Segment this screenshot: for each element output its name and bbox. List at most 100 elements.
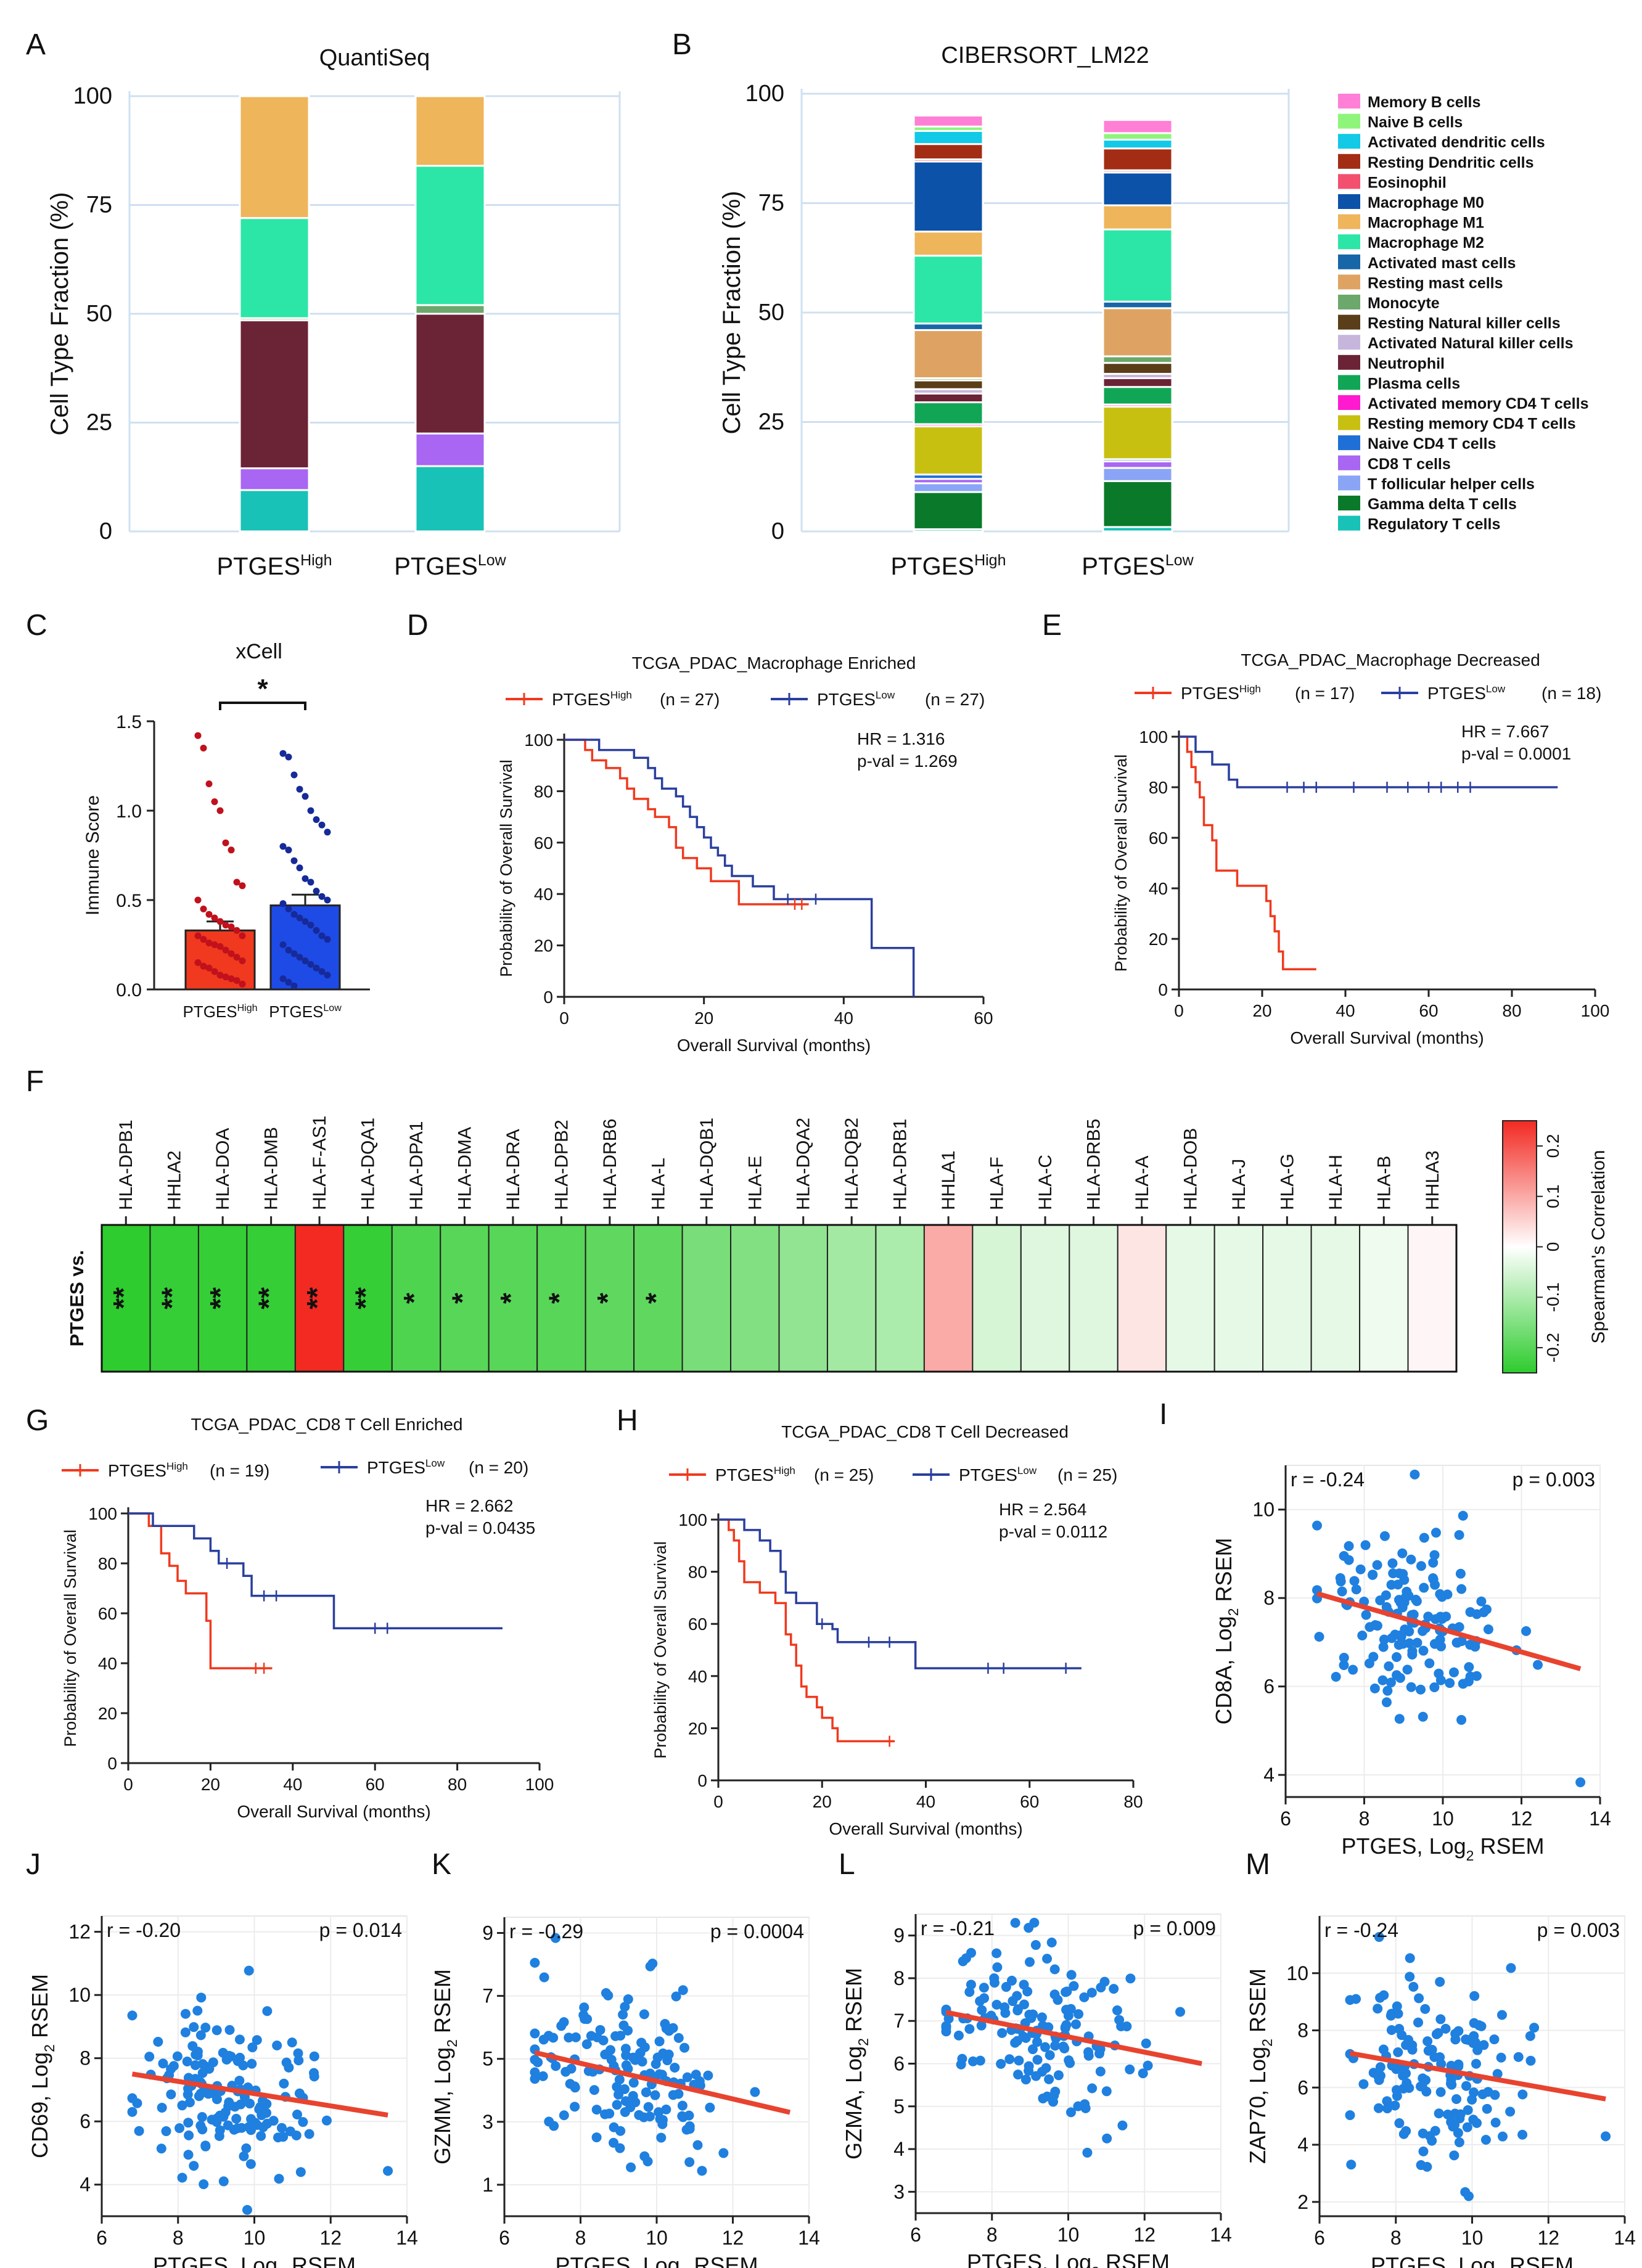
data-point <box>228 950 235 957</box>
significance-star: * <box>543 1293 575 1304</box>
correlation-p: p = 0.003 <box>1513 1468 1595 1491</box>
data-point <box>1429 1639 1440 1649</box>
data-point <box>1421 2075 1431 2086</box>
panel-m-scatter: 6 8 10 12 14 2 4 6 8 10 r = -0.24 p = 0.003 PTGES, L… <box>1245 1915 1636 2268</box>
data-point <box>1418 1626 1428 1636</box>
legend-label: Plasma cells <box>1368 375 1460 392</box>
data-point <box>1049 1964 1060 1975</box>
data-point <box>197 2112 207 2123</box>
data-point <box>205 911 213 918</box>
heatmap-cell <box>972 1224 1022 1372</box>
legend-swatch <box>1338 415 1360 430</box>
colorbar-tick-label: 0 <box>1543 1242 1562 1252</box>
data-point <box>1010 2037 1020 2048</box>
legend-label: Macrophage M1 <box>1368 215 1484 232</box>
data-point <box>318 821 326 829</box>
data-point <box>1402 1664 1413 1675</box>
data-point <box>1455 1568 1466 1579</box>
data-point <box>1408 1981 1419 1992</box>
data-point <box>1394 2118 1405 2129</box>
data-point <box>1336 1576 1346 1587</box>
data-point <box>158 2058 168 2069</box>
heatmap-cell <box>875 1224 925 1372</box>
y-tick-label: 2 <box>1297 2191 1308 2213</box>
data-point <box>1073 2101 1083 2111</box>
gene-label: HLA-DPB1 <box>116 1120 136 1210</box>
data-point <box>239 932 246 940</box>
bar-segment <box>913 322 984 331</box>
data-point <box>1490 2118 1501 2128</box>
data-point <box>211 941 218 948</box>
data-point <box>276 2123 287 2133</box>
y-tick-label: 50 <box>86 301 112 327</box>
data-point <box>1101 2086 1112 2097</box>
regression-line <box>945 2010 1202 2066</box>
significance-star: ** <box>253 1287 285 1309</box>
data-point <box>1492 2069 1503 2079</box>
data-point <box>620 2002 630 2012</box>
data-point <box>1024 2061 1034 2071</box>
heatmap-cell <box>1069 1224 1119 1372</box>
data-point <box>1086 1988 1097 1998</box>
data-point <box>1374 1932 1384 1943</box>
correlation-r: r = -0.24 <box>1324 1919 1398 1941</box>
panel-k-scatter: 6 8 10 12 14 1 3 5 7 9 r = -0.29 p = 0.0004 PTGES, L… <box>430 1917 820 2268</box>
y-tick-label: 3 <box>482 2111 493 2133</box>
data-point <box>1442 2109 1453 2119</box>
data-point <box>285 906 292 912</box>
gene-label: HLA-DOB <box>1180 1128 1201 1210</box>
data-point <box>1461 2081 1472 2091</box>
data-point <box>1453 2061 1464 2072</box>
heatmap-cell <box>1213 1224 1264 1372</box>
y-tick-label: 0 <box>99 518 112 544</box>
data-point <box>222 973 229 981</box>
gene-label: HLA-L <box>648 1158 668 1210</box>
heatmap-cell <box>681 1224 732 1372</box>
y-tick-label: 7 <box>893 2010 905 2032</box>
data-point <box>1463 2035 1473 2045</box>
data-point <box>1429 2052 1440 2062</box>
data-point <box>223 2120 233 2131</box>
data-point <box>718 2148 729 2158</box>
data-point <box>192 2005 203 2016</box>
data-point <box>1423 1611 1434 1622</box>
legend-swatch <box>1338 274 1360 290</box>
data-point <box>1331 1671 1341 1682</box>
data-point <box>966 1979 976 1990</box>
x-tick-label: 10 <box>244 2227 266 2249</box>
data-point <box>1471 2038 1481 2049</box>
data-point <box>239 980 246 988</box>
data-point <box>200 745 207 751</box>
data-point <box>144 2052 155 2062</box>
data-point <box>600 2049 610 2060</box>
legend-swatch <box>1338 154 1360 169</box>
bar-segment <box>239 489 310 533</box>
data-point <box>1401 2126 1411 2136</box>
bar-segment <box>1102 147 1173 171</box>
data-point <box>544 2116 554 2127</box>
data-point <box>1368 1570 1378 1580</box>
gene-label: HHLA3 <box>1422 1150 1443 1210</box>
data-point <box>1463 2191 1474 2201</box>
data-point <box>1476 1596 1487 1607</box>
data-point <box>1102 2133 1112 2143</box>
legend-n: (n = 27) <box>925 690 985 709</box>
data-point <box>304 2129 314 2139</box>
x-tick-label: 0 <box>713 1792 723 1811</box>
data-point <box>1020 2074 1031 2085</box>
data-point <box>1418 1711 1428 1722</box>
legend-n: (n = 18) <box>1541 684 1601 703</box>
bar-segment <box>913 329 984 380</box>
heatmap-cell <box>1020 1224 1070 1372</box>
panel-h-km: TCGA_PDAC_CD8 T Cell Decreased 0 20 40 60 80 1… <box>651 1422 1143 1838</box>
data-point <box>628 2078 639 2088</box>
significance-star: * <box>398 1293 430 1304</box>
data-point <box>1395 1672 1405 1683</box>
data-point <box>1470 1642 1480 1652</box>
bar-segment <box>913 160 984 233</box>
legend-swatch <box>1338 94 1360 108</box>
y-tick-label: 10 <box>68 1984 91 2006</box>
data-point <box>643 2102 654 2112</box>
bar-segment <box>913 255 984 325</box>
data-point <box>580 2014 590 2024</box>
